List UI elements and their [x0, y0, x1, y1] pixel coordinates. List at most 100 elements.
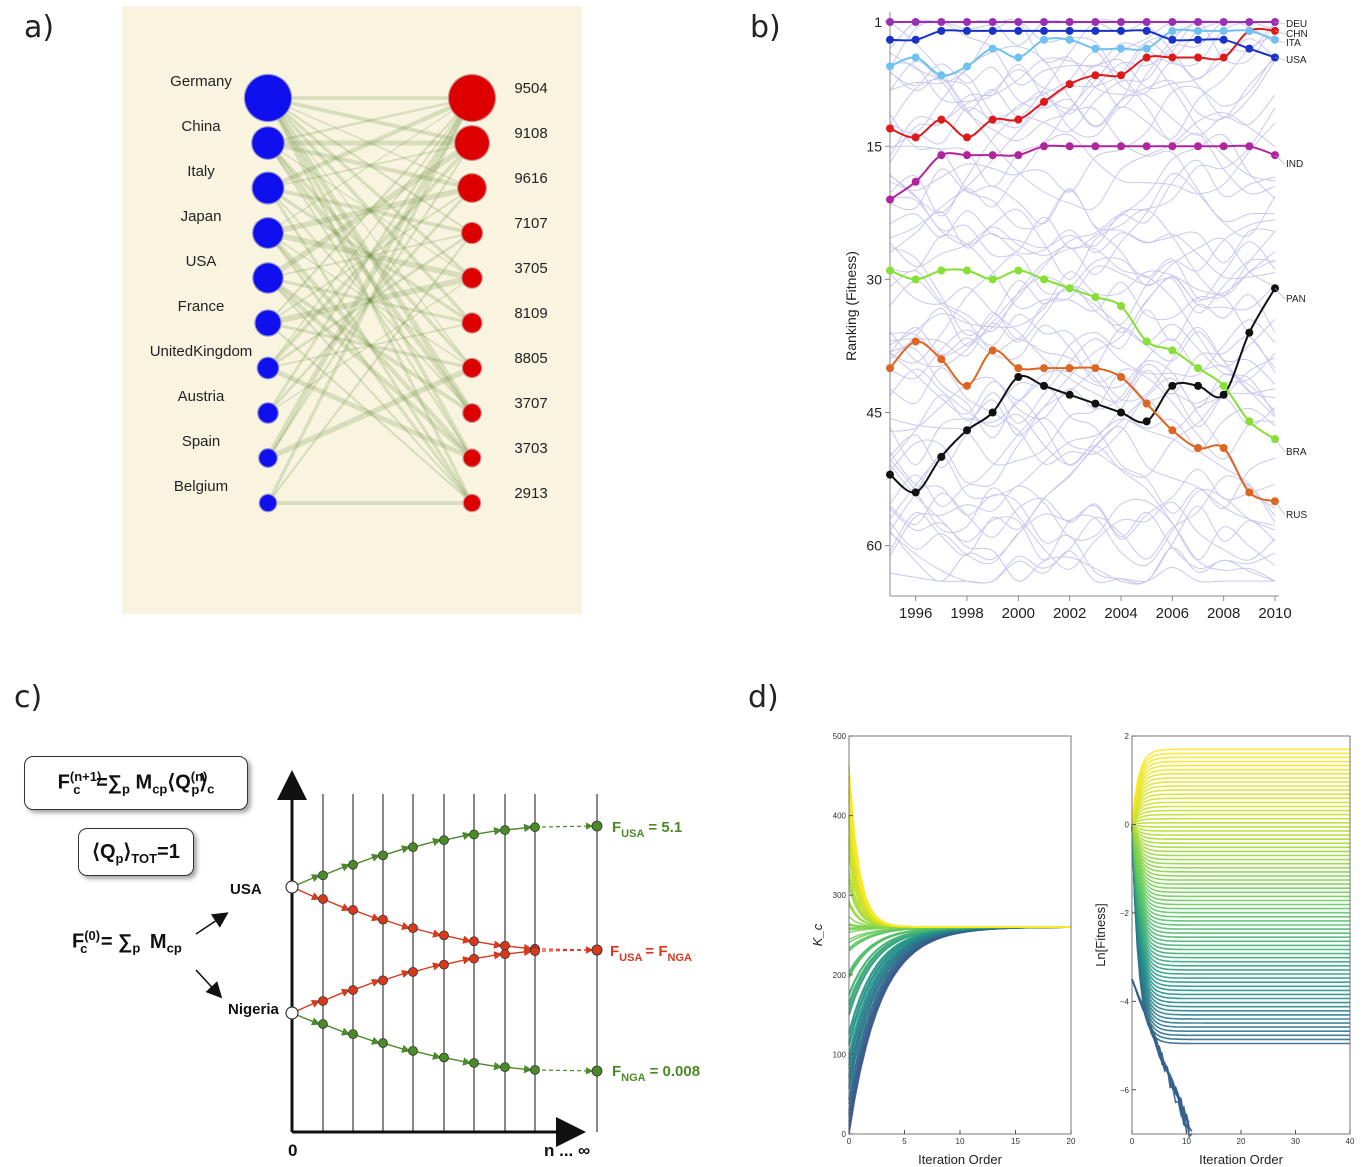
- network-link: [267, 186, 473, 325]
- background-ranking-curve: [889, 159, 1276, 357]
- fitness-convergence-line: [1131, 824, 1350, 992]
- fitness-convergence-line: [1131, 824, 1350, 857]
- series-point-ind: [1014, 151, 1023, 160]
- network-link: [267, 142, 473, 459]
- degree-convergence-line: [848, 857, 1071, 928]
- network-link: [267, 140, 473, 191]
- fitness-convergence-line: [1131, 824, 1350, 930]
- degree-convergence-line: [848, 836, 1071, 928]
- usa-green-track-point: [530, 822, 540, 833]
- series-point-ind: [1168, 142, 1177, 151]
- network-link: [266, 141, 474, 415]
- panel-letter-c: c): [14, 680, 43, 715]
- series-point-chn: [1168, 53, 1177, 62]
- network-link: [267, 230, 473, 281]
- product-node: [463, 404, 481, 422]
- series-label-pan: PAN: [1286, 294, 1306, 305]
- d-right-y-tick-label: 2: [1125, 732, 1130, 741]
- network-link: [267, 232, 473, 279]
- series-point-ita: [911, 53, 920, 62]
- nga-green-track-limit-point: [591, 1065, 603, 1077]
- background-ranking-curve: [889, 20, 1275, 239]
- background-ranking-curve: [889, 377, 1276, 582]
- series-point-bra: [937, 266, 946, 275]
- fitness-convergence-line: [1131, 824, 1350, 873]
- fitness-convergence-line: [1131, 824, 1350, 926]
- series-point-deu: [1091, 18, 1100, 26]
- x-tick-label: 1996: [899, 605, 932, 622]
- background-ranking-curve: [889, 357, 1276, 465]
- fitness-convergence-line: [1131, 824, 1350, 947]
- usa-green-track-point: [348, 859, 358, 870]
- background-ranking-curve: [889, 475, 1276, 584]
- network-link: [266, 140, 474, 281]
- series-point-deu: [1040, 18, 1048, 26]
- network-link: [267, 96, 473, 145]
- series-point-ita: [1219, 26, 1228, 35]
- series-label-leader: [1274, 154, 1286, 165]
- usa-green-track-limit-point: [591, 820, 603, 832]
- background-ranking-curve: [889, 34, 1276, 150]
- product-label: 9504: [514, 80, 547, 97]
- background-ranking-curve: [889, 485, 1276, 582]
- d-left-x-tick-label: 10: [956, 1137, 965, 1146]
- fitness-convergence-line: [1131, 824, 1350, 906]
- d-left-y-axis-label: K_c: [810, 923, 825, 946]
- series-point-chn: [937, 115, 946, 124]
- degree-convergence-line: [848, 870, 1071, 928]
- series-point-ind: [911, 177, 920, 186]
- usa-green-track-point: [439, 835, 449, 846]
- background-ranking-curve: [889, 107, 1276, 249]
- fitness-convergence-line: [1131, 824, 1350, 938]
- series-label-leader: [1274, 57, 1286, 61]
- series-label-leader: [1274, 21, 1286, 25]
- fitness-convergence-line: [1131, 789, 1350, 825]
- series-line-chn: [889, 27, 1276, 139]
- fitness-convergence-line: [1131, 824, 1350, 934]
- series-point-ita: [1014, 53, 1023, 62]
- background-ranking-curve: [889, 276, 1276, 385]
- series-point-chn: [1142, 53, 1151, 62]
- series-point-chn: [911, 133, 920, 142]
- background-ranking-curve: [889, 246, 1276, 368]
- fitness-convergence-line: [1131, 797, 1350, 825]
- network-link: [267, 142, 473, 459]
- background-ranking-curve: [889, 360, 1276, 466]
- fitness-convergence-line: [1131, 824, 1350, 963]
- series-point-ita: [1040, 35, 1048, 44]
- d-left-y-tick-label: 200: [833, 971, 847, 980]
- usa-green-track-point: [318, 870, 328, 881]
- series-point-deu: [1142, 18, 1151, 26]
- series-label-ind: IND: [1286, 159, 1303, 170]
- country-node: [253, 218, 283, 248]
- network-link: [266, 276, 474, 460]
- network-link: [266, 365, 474, 461]
- fitness-convergence-line: [1131, 824, 1350, 853]
- degree-convergence-line: [848, 825, 1071, 928]
- fitness-convergence-line: [1131, 824, 1350, 1041]
- country-label: China: [181, 118, 221, 135]
- nga-red-track-point: [500, 949, 510, 960]
- network-link: [266, 97, 474, 459]
- series-point-bra: [1142, 337, 1151, 346]
- fitness-convergence-line: [1131, 824, 1350, 988]
- background-ranking-curve: [889, 208, 1276, 297]
- fitness-convergence-line: [1131, 824, 1350, 971]
- country-node: [259, 449, 277, 467]
- series-point-deu: [963, 18, 971, 26]
- series-label-leader: [1274, 501, 1286, 516]
- degree-convergence-line: [848, 850, 1071, 928]
- fitness-convergence-line: [1131, 824, 1350, 877]
- fitness-convergence-line: [1131, 824, 1350, 881]
- series-point-pan: [1142, 417, 1151, 426]
- arrow-to-nigeria: [195, 969, 223, 999]
- d-left-x-tick-label: 5: [902, 1137, 907, 1146]
- degree-convergence-line: [848, 841, 1071, 928]
- network-link: [267, 187, 473, 414]
- product-label: 7107: [514, 215, 547, 232]
- series-point-chn: [1040, 97, 1048, 106]
- series-point-pan: [1219, 390, 1228, 399]
- series-point-bra: [1065, 284, 1074, 293]
- series-point-rus: [1219, 444, 1228, 452]
- background-ranking-curve: [889, 168, 1276, 288]
